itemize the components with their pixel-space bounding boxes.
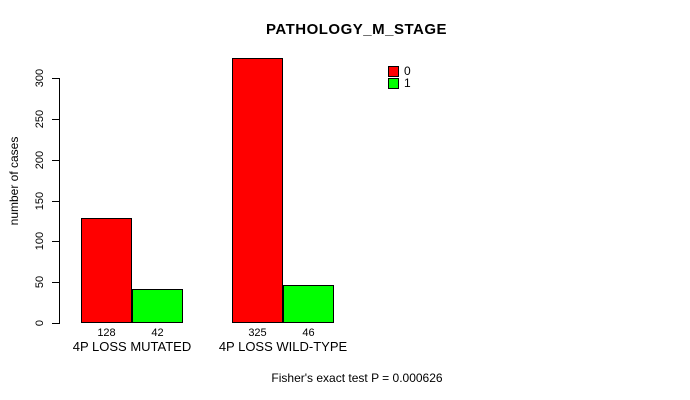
y-axis-tick-label: 150	[34, 191, 46, 211]
chart-title: PATHOLOGY_M_STAGE	[265, 21, 447, 38]
y-axis-tick	[52, 160, 59, 161]
y-axis-tick	[52, 119, 59, 120]
y-axis-tick-label: 50	[34, 275, 46, 289]
y-axis-tick-label: 300	[34, 68, 46, 88]
legend-swatch-0	[388, 65, 399, 77]
bar-value-label: 128	[97, 327, 116, 339]
y-axis-tick-label: 0	[34, 319, 46, 327]
y-axis-tick-label: 250	[34, 109, 46, 129]
y-axis-tick	[52, 241, 59, 242]
legend-label: 1	[404, 76, 411, 90]
category-label: 4P LOSS WILD-TYPE	[218, 339, 348, 354]
annotation-text: Fisher's exact test P = 0.000626	[271, 371, 443, 385]
bar-1	[283, 285, 334, 323]
bar-0	[232, 58, 283, 323]
y-axis-tick-label: 200	[34, 150, 46, 170]
bar-value-label: 325	[248, 327, 267, 339]
y-axis-tick	[52, 282, 59, 283]
bar-1	[132, 289, 183, 323]
bar-0	[81, 218, 132, 323]
y-axis-tick	[52, 201, 59, 202]
y-axis-line	[59, 78, 60, 324]
y-axis-tick	[52, 323, 59, 324]
bar-value-label: 42	[151, 327, 164, 339]
legend-label: 0	[404, 64, 411, 78]
category-label: 4P LOSS MUTATED	[72, 339, 192, 354]
legend-item: 0	[388, 65, 411, 77]
y-axis-tick-label: 100	[34, 231, 46, 251]
bar-value-label: 46	[302, 327, 315, 339]
legend-item: 1	[388, 77, 411, 89]
y-axis-tick	[52, 78, 59, 79]
legend-swatch-1	[388, 77, 399, 89]
